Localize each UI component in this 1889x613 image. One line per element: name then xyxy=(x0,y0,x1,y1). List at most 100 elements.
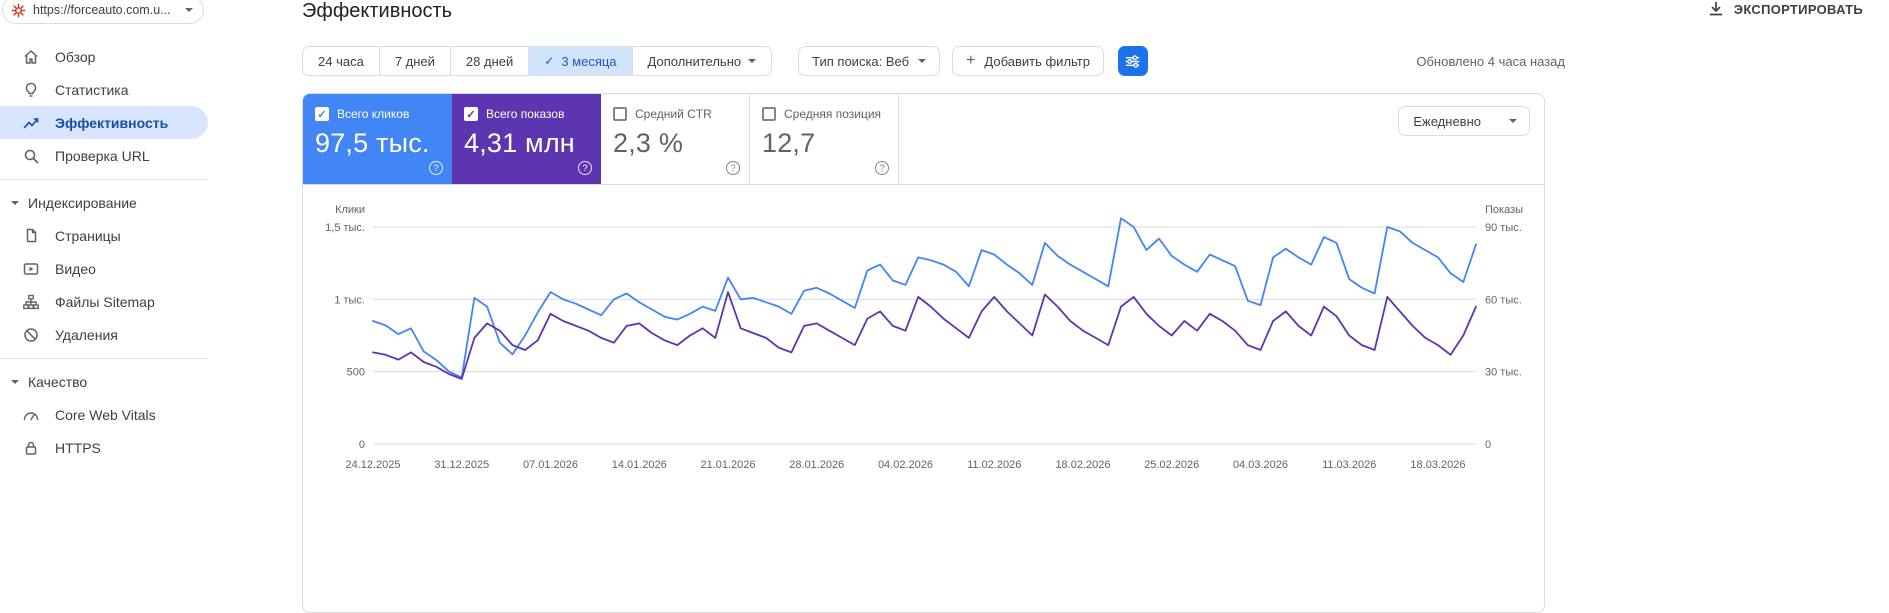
sidebar-item-sitemaps[interactable]: Файлы Sitemap xyxy=(0,285,208,318)
checkbox-unchecked-icon[interactable] xyxy=(762,107,776,121)
performance-panel: ✓ Всего кликов 97,5 тыс. ? ✓ Всего показ… xyxy=(302,93,1545,613)
tab-7d[interactable]: 7 дней xyxy=(379,47,451,75)
download-icon xyxy=(1707,0,1725,18)
sidebar-item-label: Страницы xyxy=(55,227,121,244)
sidebar-item-label: Видео xyxy=(55,260,96,277)
checkbox-checked-icon[interactable]: ✓ xyxy=(315,107,329,121)
metric-card-total-clicks[interactable]: ✓ Всего кликов 97,5 тыс. ? xyxy=(303,94,452,184)
search-icon xyxy=(22,147,40,165)
help-icon[interactable]: ? xyxy=(578,161,592,175)
svg-text:25.02.2026: 25.02.2026 xyxy=(1144,459,1199,471)
content-column: 24 часа 7 дней 28 дней ✓ 3 месяца Дополн… xyxy=(302,46,1565,613)
sidebar-item-pages[interactable]: Страницы xyxy=(0,219,208,252)
help-icon[interactable]: ? xyxy=(429,161,443,175)
sidebar-nav: Обзор Статистика Эффективность Проверка … xyxy=(0,40,208,464)
tab-label: 7 дней xyxy=(394,53,435,69)
sidebar-section-indexing[interactable]: Индексирование xyxy=(0,187,208,219)
svg-text:04.02.2026: 04.02.2026 xyxy=(878,459,933,471)
sidebar-divider xyxy=(0,358,208,359)
metric-card-avg-position[interactable]: Средняя позиция 12,7 ? xyxy=(750,94,899,184)
sidebar-item-core-web-vitals[interactable]: Core Web Vitals xyxy=(0,398,208,431)
chevron-down-icon xyxy=(11,201,19,205)
export-button[interactable]: ЭКСПОРТИРОВАТЬ xyxy=(1707,0,1863,18)
filter-settings-button[interactable] xyxy=(1117,46,1148,76)
tab-label: 28 дней xyxy=(465,53,514,69)
sidebar-item-label: HTTPS xyxy=(55,439,101,456)
tab-28d[interactable]: 28 дней xyxy=(450,47,530,75)
metric-value: 4,31 млн xyxy=(464,128,575,158)
lightbulb-icon xyxy=(22,81,40,99)
sidebar: https://forceauto.com.u... Обзор Статист… xyxy=(0,0,208,581)
granularity-dropdown[interactable]: Ежедневно xyxy=(1398,106,1530,136)
svg-text:Клики: Клики xyxy=(335,204,365,216)
property-url: https://forceauto.com.u... xyxy=(33,3,171,17)
plus-icon: + xyxy=(966,52,976,69)
check-icon: ✓ xyxy=(544,54,555,68)
svg-text:90 тыс.: 90 тыс. xyxy=(1485,222,1522,234)
sidebar-item-label: Эффективность xyxy=(55,114,169,131)
property-selector[interactable]: https://forceauto.com.u... xyxy=(2,0,204,24)
search-type-filter[interactable]: Тип поиска: Веб xyxy=(798,46,941,76)
search-type-label: Тип поиска: Веб xyxy=(812,53,910,69)
filter-bar: 24 часа 7 дней 28 дней ✓ 3 месяца Дополн… xyxy=(302,46,1565,76)
add-filter-button[interactable]: + Добавить фильтр xyxy=(952,46,1104,76)
speedometer-icon xyxy=(22,406,40,424)
tab-24h[interactable]: 24 часа xyxy=(303,47,380,75)
add-filter-label: Добавить фильтр xyxy=(984,53,1090,69)
tab-3m[interactable]: ✓ 3 месяца xyxy=(529,47,633,75)
metric-value: 97,5 тыс. xyxy=(315,128,430,158)
sidebar-item-url-inspection[interactable]: Проверка URL xyxy=(0,139,208,172)
sidebar-item-label: Файлы Sitemap xyxy=(55,293,155,310)
svg-text:04.03.2026: 04.03.2026 xyxy=(1233,459,1288,471)
sidebar-item-video[interactable]: Видео xyxy=(0,252,208,285)
svg-text:1,5 тыс.: 1,5 тыс. xyxy=(325,222,365,234)
home-icon xyxy=(22,48,40,66)
checkbox-checked-icon[interactable]: ✓ xyxy=(464,107,478,121)
svg-text:24.12.2025: 24.12.2025 xyxy=(345,459,400,471)
main-content: Эффективность ЭКСПОРТИРОВАТЬ 24 часа 7 д… xyxy=(208,0,1889,613)
chevron-down-icon xyxy=(185,8,193,12)
sidebar-item-insights[interactable]: Статистика xyxy=(0,73,208,106)
sidebar-item-https[interactable]: HTTPS xyxy=(0,431,208,464)
svg-text:11.02.2026: 11.02.2026 xyxy=(967,459,1021,471)
date-range-tabs: 24 часа 7 дней 28 дней ✓ 3 месяца Дополн… xyxy=(302,46,773,76)
svg-text:Показы: Показы xyxy=(1485,204,1523,216)
svg-text:31.12.2025: 31.12.2025 xyxy=(434,459,489,471)
trending-up-icon xyxy=(22,114,40,132)
svg-text:28.01.2026: 28.01.2026 xyxy=(789,459,844,471)
tab-more[interactable]: Дополнительно xyxy=(632,47,772,75)
sidebar-item-performance[interactable]: Эффективность xyxy=(0,106,208,139)
metric-label: Средняя позиция xyxy=(784,107,882,121)
blocked-icon xyxy=(22,326,40,344)
metric-card-total-impressions[interactable]: ✓ Всего показов 4,31 млн ? xyxy=(452,94,601,184)
page-title: Эффективность xyxy=(302,0,453,22)
sitemap-icon xyxy=(22,293,40,311)
section-header-label: Качество xyxy=(28,374,88,390)
sidebar-item-label: Статистика xyxy=(55,81,129,98)
sidebar-section-experience[interactable]: Качество xyxy=(0,366,208,398)
help-icon[interactable]: ? xyxy=(726,161,740,175)
metrics-row: ✓ Всего кликов 97,5 тыс. ? ✓ Всего показ… xyxy=(303,94,1544,185)
performance-chart[interactable]: 1,5 тыс. 90 тыс. 1 тыс. 60 тыс. 500 30 тыс. 0 0… xyxy=(303,185,1544,486)
property-gear-icon xyxy=(11,3,26,18)
sidebar-item-removals[interactable]: Удаления xyxy=(0,318,208,351)
checkbox-unchecked-icon[interactable] xyxy=(613,107,627,121)
metric-card-avg-ctr[interactable]: Средний CTR 2,3 % ? xyxy=(601,94,750,184)
main-header: Эффективность ЭКСПОРТИРОВАТЬ xyxy=(302,0,1863,22)
tab-label: Дополнительно xyxy=(647,53,742,69)
sidebar-item-label: Core Web Vitals xyxy=(55,406,156,423)
sidebar-item-overview[interactable]: Обзор xyxy=(0,40,208,73)
sidebar-item-label: Удаления xyxy=(55,326,118,343)
svg-text:60 тыс.: 60 тыс. xyxy=(1485,294,1522,306)
sidebar-item-label: Обзор xyxy=(55,48,96,65)
metric-label: Всего кликов xyxy=(337,107,410,121)
help-icon[interactable]: ? xyxy=(875,161,889,175)
section-header-label: Индексирование xyxy=(28,195,137,211)
svg-text:07.01.2026: 07.01.2026 xyxy=(523,459,578,471)
page-icon xyxy=(22,227,40,245)
chevron-down-icon xyxy=(918,59,927,63)
video-icon xyxy=(22,260,40,278)
metric-value: 2,3 % xyxy=(613,128,684,158)
tab-label: 3 месяца xyxy=(561,53,617,69)
